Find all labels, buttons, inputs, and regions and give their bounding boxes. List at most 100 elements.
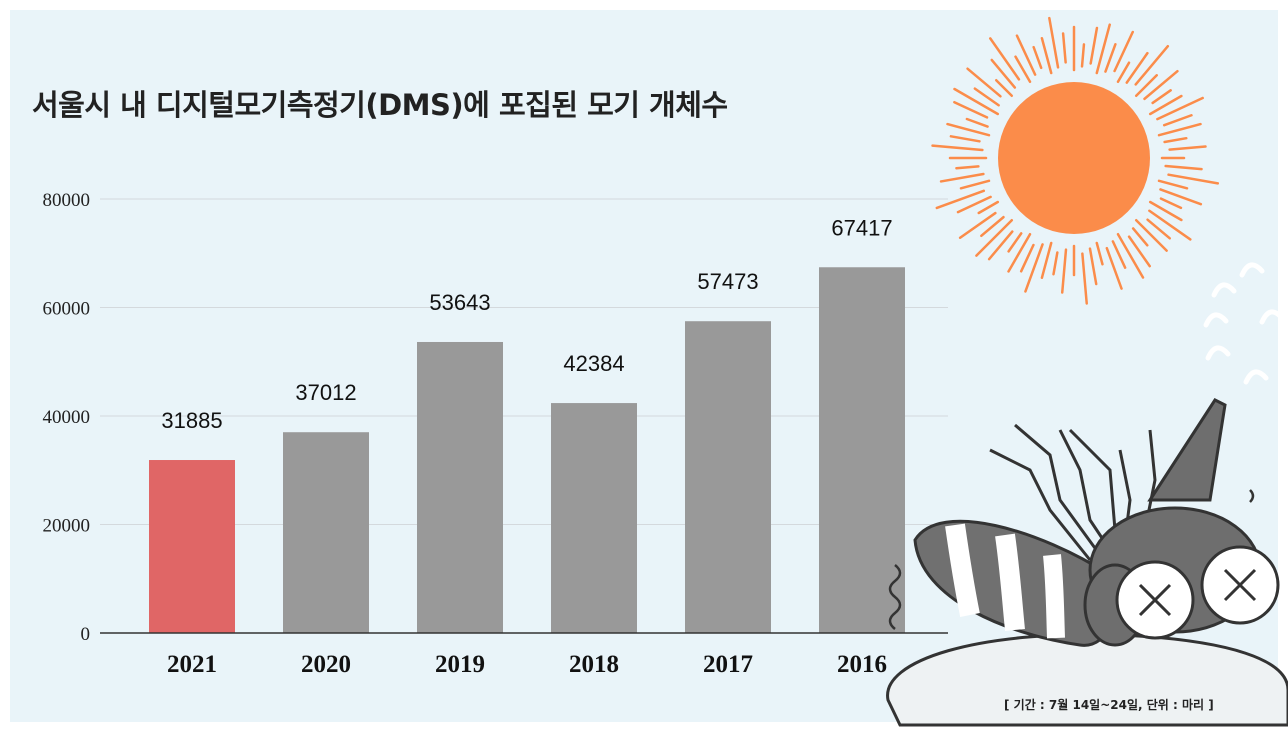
data-label: 37012 xyxy=(295,380,356,405)
sun-ray xyxy=(1127,235,1151,268)
sun-ray xyxy=(987,230,1014,261)
sun-ray xyxy=(946,122,991,137)
bar-2016 xyxy=(819,267,905,633)
sun-ray xyxy=(1024,243,1044,293)
sun-ray xyxy=(1134,44,1170,86)
sun-ray xyxy=(1019,243,1035,273)
sun-ray xyxy=(975,218,1014,257)
sun-ray xyxy=(955,165,980,170)
sun-ray xyxy=(1148,209,1192,241)
data-label: 42384 xyxy=(563,351,624,376)
x-tick-label: 2018 xyxy=(569,651,619,678)
x-tick-label: 2021 xyxy=(167,651,217,678)
sun-ray xyxy=(1040,241,1053,280)
sun-ray xyxy=(1148,94,1183,116)
mosquito-eye-left xyxy=(1115,560,1195,640)
sun-ray xyxy=(977,200,1000,215)
sun-ray xyxy=(1014,55,1032,84)
sun-ray xyxy=(990,58,1017,89)
sun-ray xyxy=(1007,232,1032,273)
sun-rays xyxy=(931,16,1220,305)
sun-disc xyxy=(998,82,1150,234)
bar-2020 xyxy=(283,432,369,633)
sun-ray xyxy=(958,211,997,239)
motion-squiggles xyxy=(888,489,1255,630)
sun-ray xyxy=(1080,43,1086,68)
sun-ray xyxy=(1007,232,1023,253)
sun-ray xyxy=(1081,252,1088,305)
sun-ray xyxy=(965,117,989,128)
x-tick-label: 2019 xyxy=(435,651,485,678)
sun-ray xyxy=(949,135,981,143)
data-label: 67417 xyxy=(831,215,892,240)
y-axis-ticks: 0 20000 40000 60000 80000 xyxy=(43,190,91,645)
bar-2018 xyxy=(551,403,637,633)
sun-ray xyxy=(1116,61,1131,84)
sun-ray xyxy=(1134,218,1168,252)
sun-ray xyxy=(1105,246,1123,290)
y-tick-label: 40000 xyxy=(43,407,91,428)
sun-ray xyxy=(1156,96,1204,121)
sun-ray xyxy=(989,37,1021,81)
sun-ray xyxy=(1143,69,1179,101)
y-tick-label: 80000 xyxy=(43,190,91,211)
x-tick-label: 2017 xyxy=(703,651,753,678)
sun-ray xyxy=(980,215,1005,238)
sun-ray xyxy=(966,67,1002,98)
sun-ray xyxy=(1104,43,1117,73)
chart-title: 서울시 내 디지털모기측정기(DMS)에 포집된 모기 개체수 xyxy=(32,88,728,122)
sun-ray xyxy=(953,100,989,119)
sun-ray xyxy=(1151,89,1172,105)
sun-ray xyxy=(1162,113,1193,127)
sun-ray xyxy=(1088,247,1098,286)
sun-ray xyxy=(1163,136,1188,144)
sun-ray xyxy=(1157,179,1189,190)
sun-ray xyxy=(1089,26,1099,65)
y-tick-label: 60000 xyxy=(43,299,91,320)
sun-ray xyxy=(1146,218,1172,240)
sun-ray xyxy=(1111,240,1127,269)
sun-ray xyxy=(1131,227,1149,247)
sun-ray xyxy=(939,172,985,183)
data-labels: 31885 37012 53643 42384 57473 67417 xyxy=(161,215,892,433)
sun-ray xyxy=(1159,197,1183,210)
gridlines xyxy=(100,198,948,525)
sun-ray xyxy=(1095,23,1111,75)
sun-ray xyxy=(1048,16,1060,69)
sun-ray xyxy=(1134,74,1158,98)
sun-ray xyxy=(935,189,986,210)
sun-ray xyxy=(1032,45,1043,70)
bars xyxy=(149,267,905,633)
bar-2021 xyxy=(149,460,235,633)
data-label: 31885 xyxy=(161,408,222,433)
sun-ray xyxy=(1113,30,1134,73)
heat-waves xyxy=(1203,262,1285,385)
sun-ray xyxy=(1116,232,1145,279)
sun-ray xyxy=(1052,251,1059,276)
sun-ray xyxy=(994,78,1014,98)
sun-ray xyxy=(1167,173,1220,185)
sun-ray xyxy=(1015,34,1037,76)
sun-ray xyxy=(1095,241,1104,266)
sun-ray xyxy=(1040,36,1053,75)
x-tick-label: 2020 xyxy=(301,651,351,678)
bar-2019 xyxy=(417,341,503,633)
y-tick-label: 0 xyxy=(81,624,91,645)
sun-ray xyxy=(1148,200,1183,222)
data-label: 53643 xyxy=(429,290,490,315)
sun-ray xyxy=(959,179,991,190)
bar-2017 xyxy=(685,321,771,633)
y-tick-label: 20000 xyxy=(43,516,91,537)
x-tick-label: 2016 xyxy=(837,651,887,678)
sun-ray xyxy=(1168,145,1207,151)
sun-ray xyxy=(1125,51,1149,84)
x-axis-ticks: 2021 2020 2019 2018 2017 2016 xyxy=(167,651,887,678)
sun-ray xyxy=(1060,248,1068,294)
sun-ray xyxy=(1061,32,1067,64)
sun-ray xyxy=(931,144,984,152)
sun-ray xyxy=(1157,122,1202,137)
